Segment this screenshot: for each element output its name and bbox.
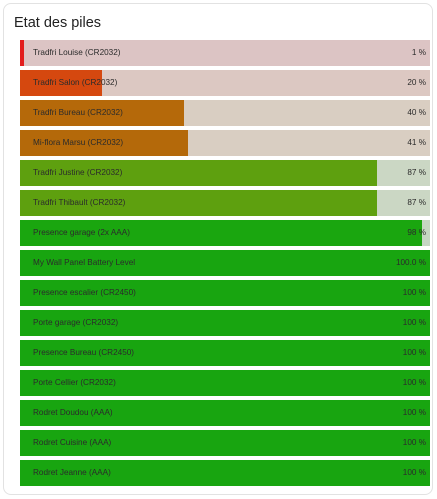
battery-bar-row[interactable]: Rodret Jeanne (AAA) 100 % — [20, 460, 430, 486]
battery-bar-row[interactable]: Presence garage (2x AAA) 98 % — [20, 220, 430, 246]
battery-bar-fill — [20, 40, 25, 66]
battery-label: Presence Bureau (CR2450) — [33, 348, 135, 357]
battery-bar-fill — [20, 130, 189, 156]
battery-bar-row[interactable]: Tradfri Justine (CR2032) 87 % — [20, 160, 430, 186]
battery-bar-row[interactable]: Tradfri Bureau (CR2032) 40 % — [20, 100, 430, 126]
battery-label: Rodret Doudou (AAA) — [33, 408, 113, 417]
battery-bar-fill — [20, 250, 430, 276]
battery-value: 100 % — [402, 408, 426, 417]
battery-bar-fill — [20, 70, 102, 96]
battery-label: Presence garage (2x AAA) — [33, 228, 130, 237]
battery-bar-fill — [20, 310, 430, 336]
battery-value: 98 % — [407, 228, 426, 237]
battery-bar-fill — [20, 370, 430, 396]
battery-bar-fill — [20, 190, 377, 216]
battery-bar-fill — [20, 220, 422, 246]
battery-bar-row[interactable]: Porte garage (CR2032) 100 % — [20, 310, 430, 336]
battery-bar-row[interactable]: Mi-flora Marsu (CR2032) 41 % — [20, 130, 430, 156]
battery-value: 100 % — [402, 378, 426, 387]
battery-bar-row[interactable]: Porte Cellier (CR2032) 100 % — [20, 370, 430, 396]
battery-bar-fill — [20, 160, 377, 186]
battery-value: 100 % — [402, 348, 426, 357]
battery-value: 20 % — [407, 78, 426, 87]
battery-label: My Wall Panel Battery Level — [33, 258, 136, 267]
battery-value: 100 % — [402, 438, 426, 447]
battery-bar-row[interactable]: Tradfri Salon (CR2032) 20 % — [20, 70, 430, 96]
battery-bar-row[interactable]: Tradfri Thibault (CR2032) 87 % — [20, 190, 430, 216]
battery-label: Tradfri Justine (CR2032) — [33, 168, 123, 177]
battery-label: Presence escalier (CR2450) — [33, 288, 136, 297]
battery-bar-row[interactable]: Presence Bureau (CR2450) 100 % — [20, 340, 430, 366]
card-title: Etat des piles — [14, 15, 102, 31]
battery-label: Tradfri Bureau (CR2032) — [33, 108, 123, 117]
battery-bar-row[interactable]: Rodret Doudou (AAA) 100 % — [20, 400, 430, 426]
battery-bar-row[interactable]: My Wall Panel Battery Level 100.0 % — [20, 250, 430, 276]
battery-label: Rodret Cuisine (AAA) — [33, 438, 112, 447]
battery-status-card: Etat des piles Tradfri Louise (CR2032) 1 … — [3, 3, 433, 495]
battery-bar-fill — [20, 100, 184, 126]
battery-value: 87 % — [407, 198, 426, 207]
battery-bar-row[interactable]: Tradfri Louise (CR2032) 1 % — [20, 40, 430, 66]
battery-label: Tradfri Thibault (CR2032) — [33, 198, 126, 207]
battery-bar-fill — [20, 340, 430, 366]
battery-bar-fill — [20, 460, 430, 486]
battery-value: 41 % — [407, 138, 426, 147]
battery-label: Tradfri Salon (CR2032) — [33, 78, 118, 87]
battery-value: 100 % — [402, 318, 426, 327]
battery-label: Tradfri Louise (CR2032) — [33, 48, 121, 57]
battery-value: 87 % — [407, 168, 426, 177]
battery-bar-row[interactable]: Presence escalier (CR2450) 100 % — [20, 280, 430, 306]
battery-bar-track — [20, 40, 430, 66]
battery-bar-fill — [20, 280, 430, 306]
battery-value: 100 % — [402, 288, 426, 297]
battery-bar-fill — [20, 430, 430, 456]
battery-value: 40 % — [407, 108, 426, 117]
battery-bar-fill — [20, 400, 430, 426]
battery-value: 100.0 % — [395, 258, 426, 267]
battery-label: Rodret Jeanne (AAA) — [33, 468, 111, 477]
battery-label: Porte Cellier (CR2032) — [33, 378, 116, 387]
battery-label: Mi-flora Marsu (CR2032) — [33, 138, 124, 147]
battery-bar-row[interactable]: Rodret Cuisine (AAA) 100 % — [20, 430, 430, 456]
battery-value: 1 % — [411, 48, 426, 57]
battery-bar-list: Tradfri Louise (CR2032) 1 % Tradfri Salon … — [20, 40, 430, 490]
battery-value: 100 % — [402, 468, 426, 477]
battery-label: Porte garage (CR2032) — [33, 318, 119, 327]
